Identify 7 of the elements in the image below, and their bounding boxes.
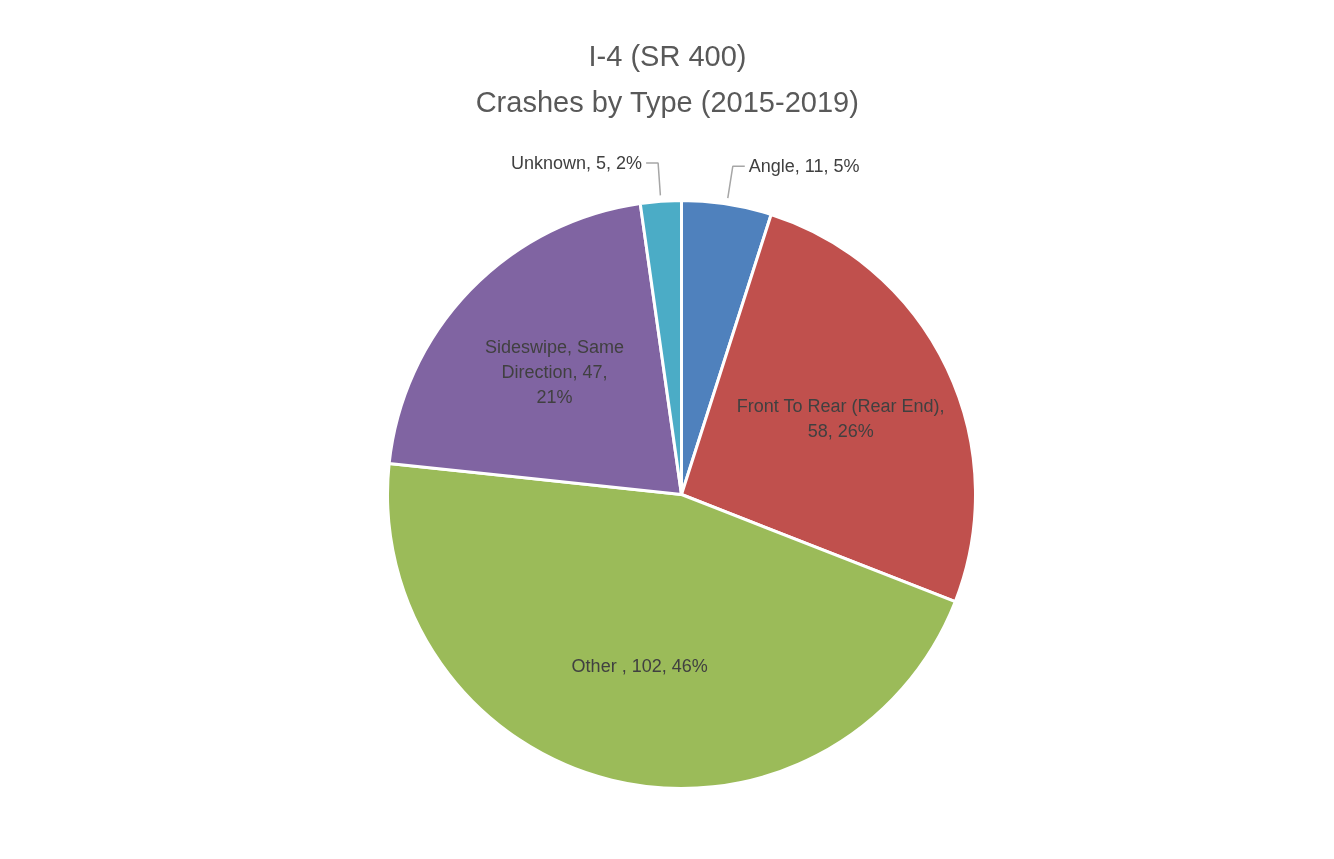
slice-label: Angle, 11, 5% (748, 156, 860, 177)
chart-subtitle: Crashes by Type (2015-2019) (475, 85, 859, 118)
chart-title: I-4 (SR 400) (588, 39, 747, 72)
slice-label: Sideswipe, Same Direction, 47, 21% (485, 336, 625, 407)
slice-label: Other , 102, 46% (571, 655, 708, 676)
slice-label: Front To Rear (Rear End), 58, 26% (736, 396, 945, 442)
slice-label: Unknown, 5, 2% (511, 153, 643, 174)
